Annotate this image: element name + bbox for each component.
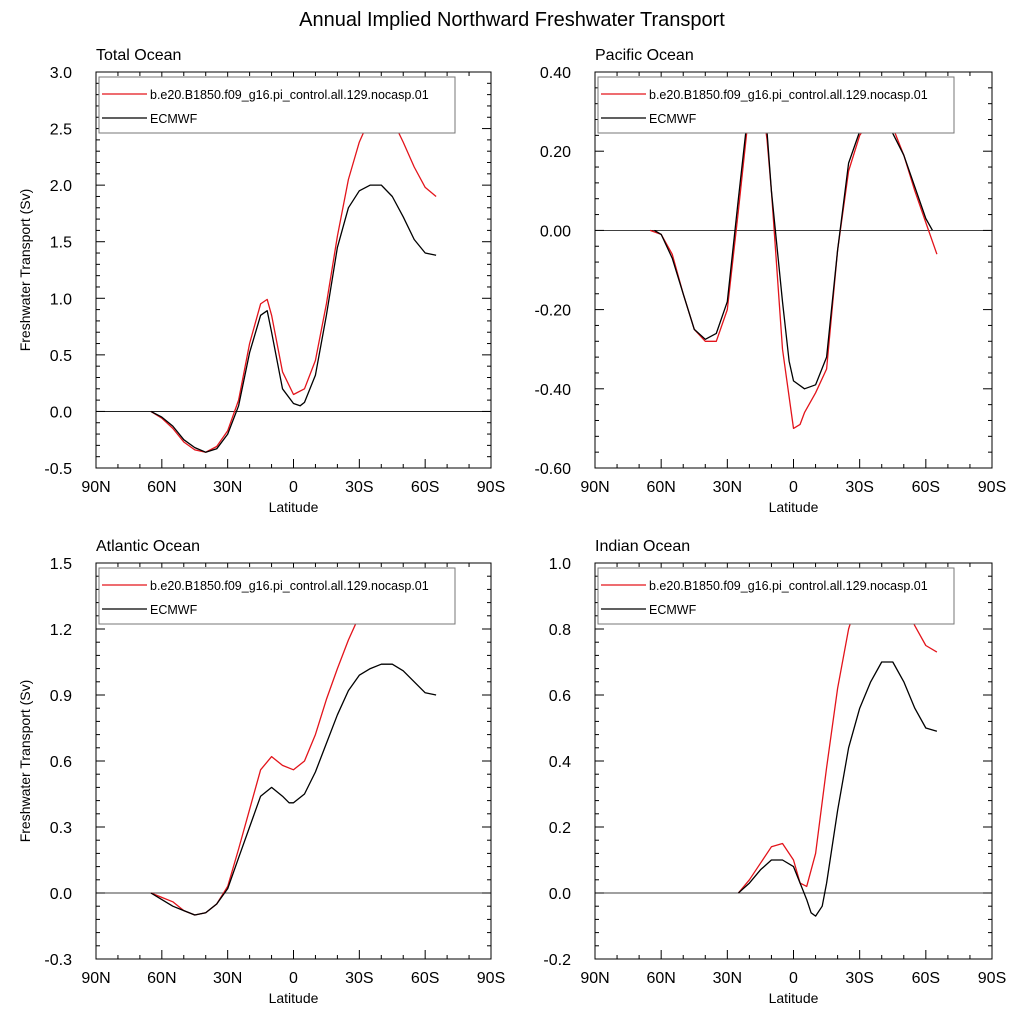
total-ocean-x-tick-label: 90S [477,479,505,496]
pacific-ocean-frame [594,71,993,469]
indian-ocean-title: Indian Ocean [595,538,690,555]
indian-ocean-y-tick-label: 1.0 [549,556,571,573]
total-ocean-x-tick-label: 30N [213,479,242,496]
indian-ocean-x-tick-label: 30N [713,970,742,987]
total-ocean-panel: Total Ocean 90N 60N 30N 0 30S 60S 90S -0.5 0.0 0.5… [17,47,505,515]
total-ocean-y-tick-label: -0.5 [44,461,72,478]
indian-ocean-series-ecmwf [737,661,938,917]
pacific-ocean-legend-label: ECMWF [649,112,697,126]
total-ocean-legend-label: ECMWF [150,112,198,126]
total-ocean-x-tick-label: 90N [81,479,110,496]
indian-ocean-x-tick-label: 90S [978,970,1006,987]
atlantic-ocean-y-axis-label: Freshwater Transport (Sv) [17,680,33,843]
pacific-ocean-y-tick-label: 0.20 [540,144,571,161]
pacific-ocean-y-tick-label: 0.00 [540,223,571,240]
pacific-ocean-y-tick-label: 0.40 [540,65,571,82]
figure-title: Annual Implied Northward Freshwater Tran… [299,9,725,31]
total-ocean-y-axis-label: Freshwater Transport (Sv) [17,189,33,352]
atlantic-ocean-legend-label: ECMWF [150,603,198,617]
indian-ocean-x-tick-label: 0 [789,970,798,987]
indian-ocean-legend-label: ECMWF [649,603,697,617]
atlantic-ocean-legend-label: b.e20.B1850.f09_g16.pi_control.all.129.n… [150,579,429,593]
indian-ocean-frame [594,562,993,960]
pacific-ocean-panel: Pacific Ocean 90N 60N 30N 0 30S 60S 90S -0.60 -0.… [535,47,1007,515]
pacific-ocean-y-tick-label: -0.40 [535,382,572,399]
indian-ocean-panel: Indian Ocean 90N 60N 30N 0 30S 60S 90S -0.2 0.0 0.… [543,538,1006,1006]
atlantic-ocean-series-ecmwf [150,663,437,916]
atlantic-ocean-x-tick-label: 30S [345,970,373,987]
atlantic-ocean-series-model [150,586,437,916]
atlantic-ocean-x-axis-label: Latitude [269,990,319,1006]
pacific-ocean-title: Pacific Ocean [595,47,694,64]
pacific-ocean-x-tick-label: 30N [713,479,742,496]
indian-ocean-y-tick-label: 0.8 [549,622,571,639]
indian-ocean-x-tick-label: 60S [912,970,940,987]
indian-ocean-x-tick-label: 60N [646,970,675,987]
pacific-ocean-x-tick-label: 90S [978,479,1006,496]
atlantic-ocean-panel: Atlantic Ocean 90N 60N 30N 0 30S 60S 90S -0.3 0.0… [17,538,505,1006]
total-ocean-x-tick-label: 30S [345,479,373,496]
indian-ocean-legend: b.e20.B1850.f09_g16.pi_control.all.129.n… [597,567,955,625]
atlantic-ocean-y-tick-label: 0.6 [50,754,72,771]
total-ocean-legend-box [98,76,456,134]
total-ocean-title: Total Ocean [96,47,181,64]
total-ocean-x-tick-label: 60N [147,479,176,496]
pacific-ocean-x-tick-label: 60S [912,479,940,496]
pacific-ocean-x-axis-label: Latitude [769,499,819,515]
indian-ocean-legend-label: b.e20.B1850.f09_g16.pi_control.all.129.n… [649,579,928,593]
atlantic-ocean-y-tick-label: 1.2 [50,622,72,639]
total-ocean-y-tick-label: 0.0 [50,404,72,421]
indian-ocean-y-tick-label: -0.2 [543,952,571,969]
total-ocean-y-tick-label: 1.0 [50,291,72,308]
total-ocean-legend: b.e20.B1850.f09_g16.pi_control.all.129.n… [98,76,456,134]
pacific-ocean-x-tick-label: 90N [580,479,609,496]
indian-ocean-y-tick-label: 0.2 [549,820,571,837]
atlantic-ocean-x-tick-label: 30N [213,970,242,987]
pacific-ocean-y-tick-label: -0.20 [535,303,572,320]
pacific-ocean-x-tick-label: 30S [845,479,873,496]
indian-ocean-y-tick-label: 0.0 [549,886,571,903]
total-ocean-x-tick-label: 0 [289,479,298,496]
indian-ocean-y-tick-label: 0.6 [549,688,571,705]
indian-ocean-x-tick-label: 90N [580,970,609,987]
total-ocean-x-tick-label: 60S [411,479,439,496]
atlantic-ocean-x-tick-label: 60S [411,970,439,987]
indian-ocean-legend-box [597,567,955,625]
atlantic-ocean-title: Atlantic Ocean [96,538,200,555]
pacific-ocean-y-tick-label: -0.60 [535,461,572,478]
atlantic-ocean-legend-box [98,567,456,625]
pacific-ocean-legend-box [597,76,955,134]
total-ocean-y-tick-label: 0.5 [50,348,72,365]
indian-ocean-y-tick-label: 0.4 [549,754,571,771]
total-ocean-series-ecmwf [150,184,437,453]
total-ocean-legend-label: b.e20.B1850.f09_g16.pi_control.all.129.n… [150,88,429,102]
total-ocean-y-tick-label: 2.0 [50,178,72,195]
atlantic-ocean-y-tick-label: -0.3 [44,952,72,969]
total-ocean-series-model [150,109,437,453]
pacific-ocean-legend-label: b.e20.B1850.f09_g16.pi_control.all.129.n… [649,88,928,102]
atlantic-ocean-y-tick-label: 1.5 [50,556,72,573]
pacific-ocean-x-tick-label: 60N [646,479,675,496]
atlantic-ocean-legend: b.e20.B1850.f09_g16.pi_control.all.129.n… [98,567,456,625]
atlantic-ocean-frame [95,562,492,960]
atlantic-ocean-y-tick-label: 0.9 [50,688,72,705]
total-ocean-frame [95,71,492,469]
atlantic-ocean-x-tick-label: 0 [289,970,298,987]
indian-ocean-x-axis-label: Latitude [769,990,819,1006]
total-ocean-x-axis-label: Latitude [269,499,319,515]
total-ocean-y-tick-label: 1.5 [50,235,72,252]
total-ocean-y-tick-label: 2.5 [50,122,72,139]
pacific-ocean-x-tick-label: 0 [789,479,798,496]
atlantic-ocean-y-tick-label: 0.0 [50,886,72,903]
atlantic-ocean-x-tick-label: 60N [147,970,176,987]
indian-ocean-x-tick-label: 30S [845,970,873,987]
atlantic-ocean-x-tick-label: 90S [477,970,505,987]
pacific-ocean-legend: b.e20.B1850.f09_g16.pi_control.all.129.n… [597,76,955,134]
total-ocean-y-tick-label: 3.0 [50,65,72,82]
atlantic-ocean-y-tick-label: 0.3 [50,820,72,837]
atlantic-ocean-x-tick-label: 90N [81,970,110,987]
